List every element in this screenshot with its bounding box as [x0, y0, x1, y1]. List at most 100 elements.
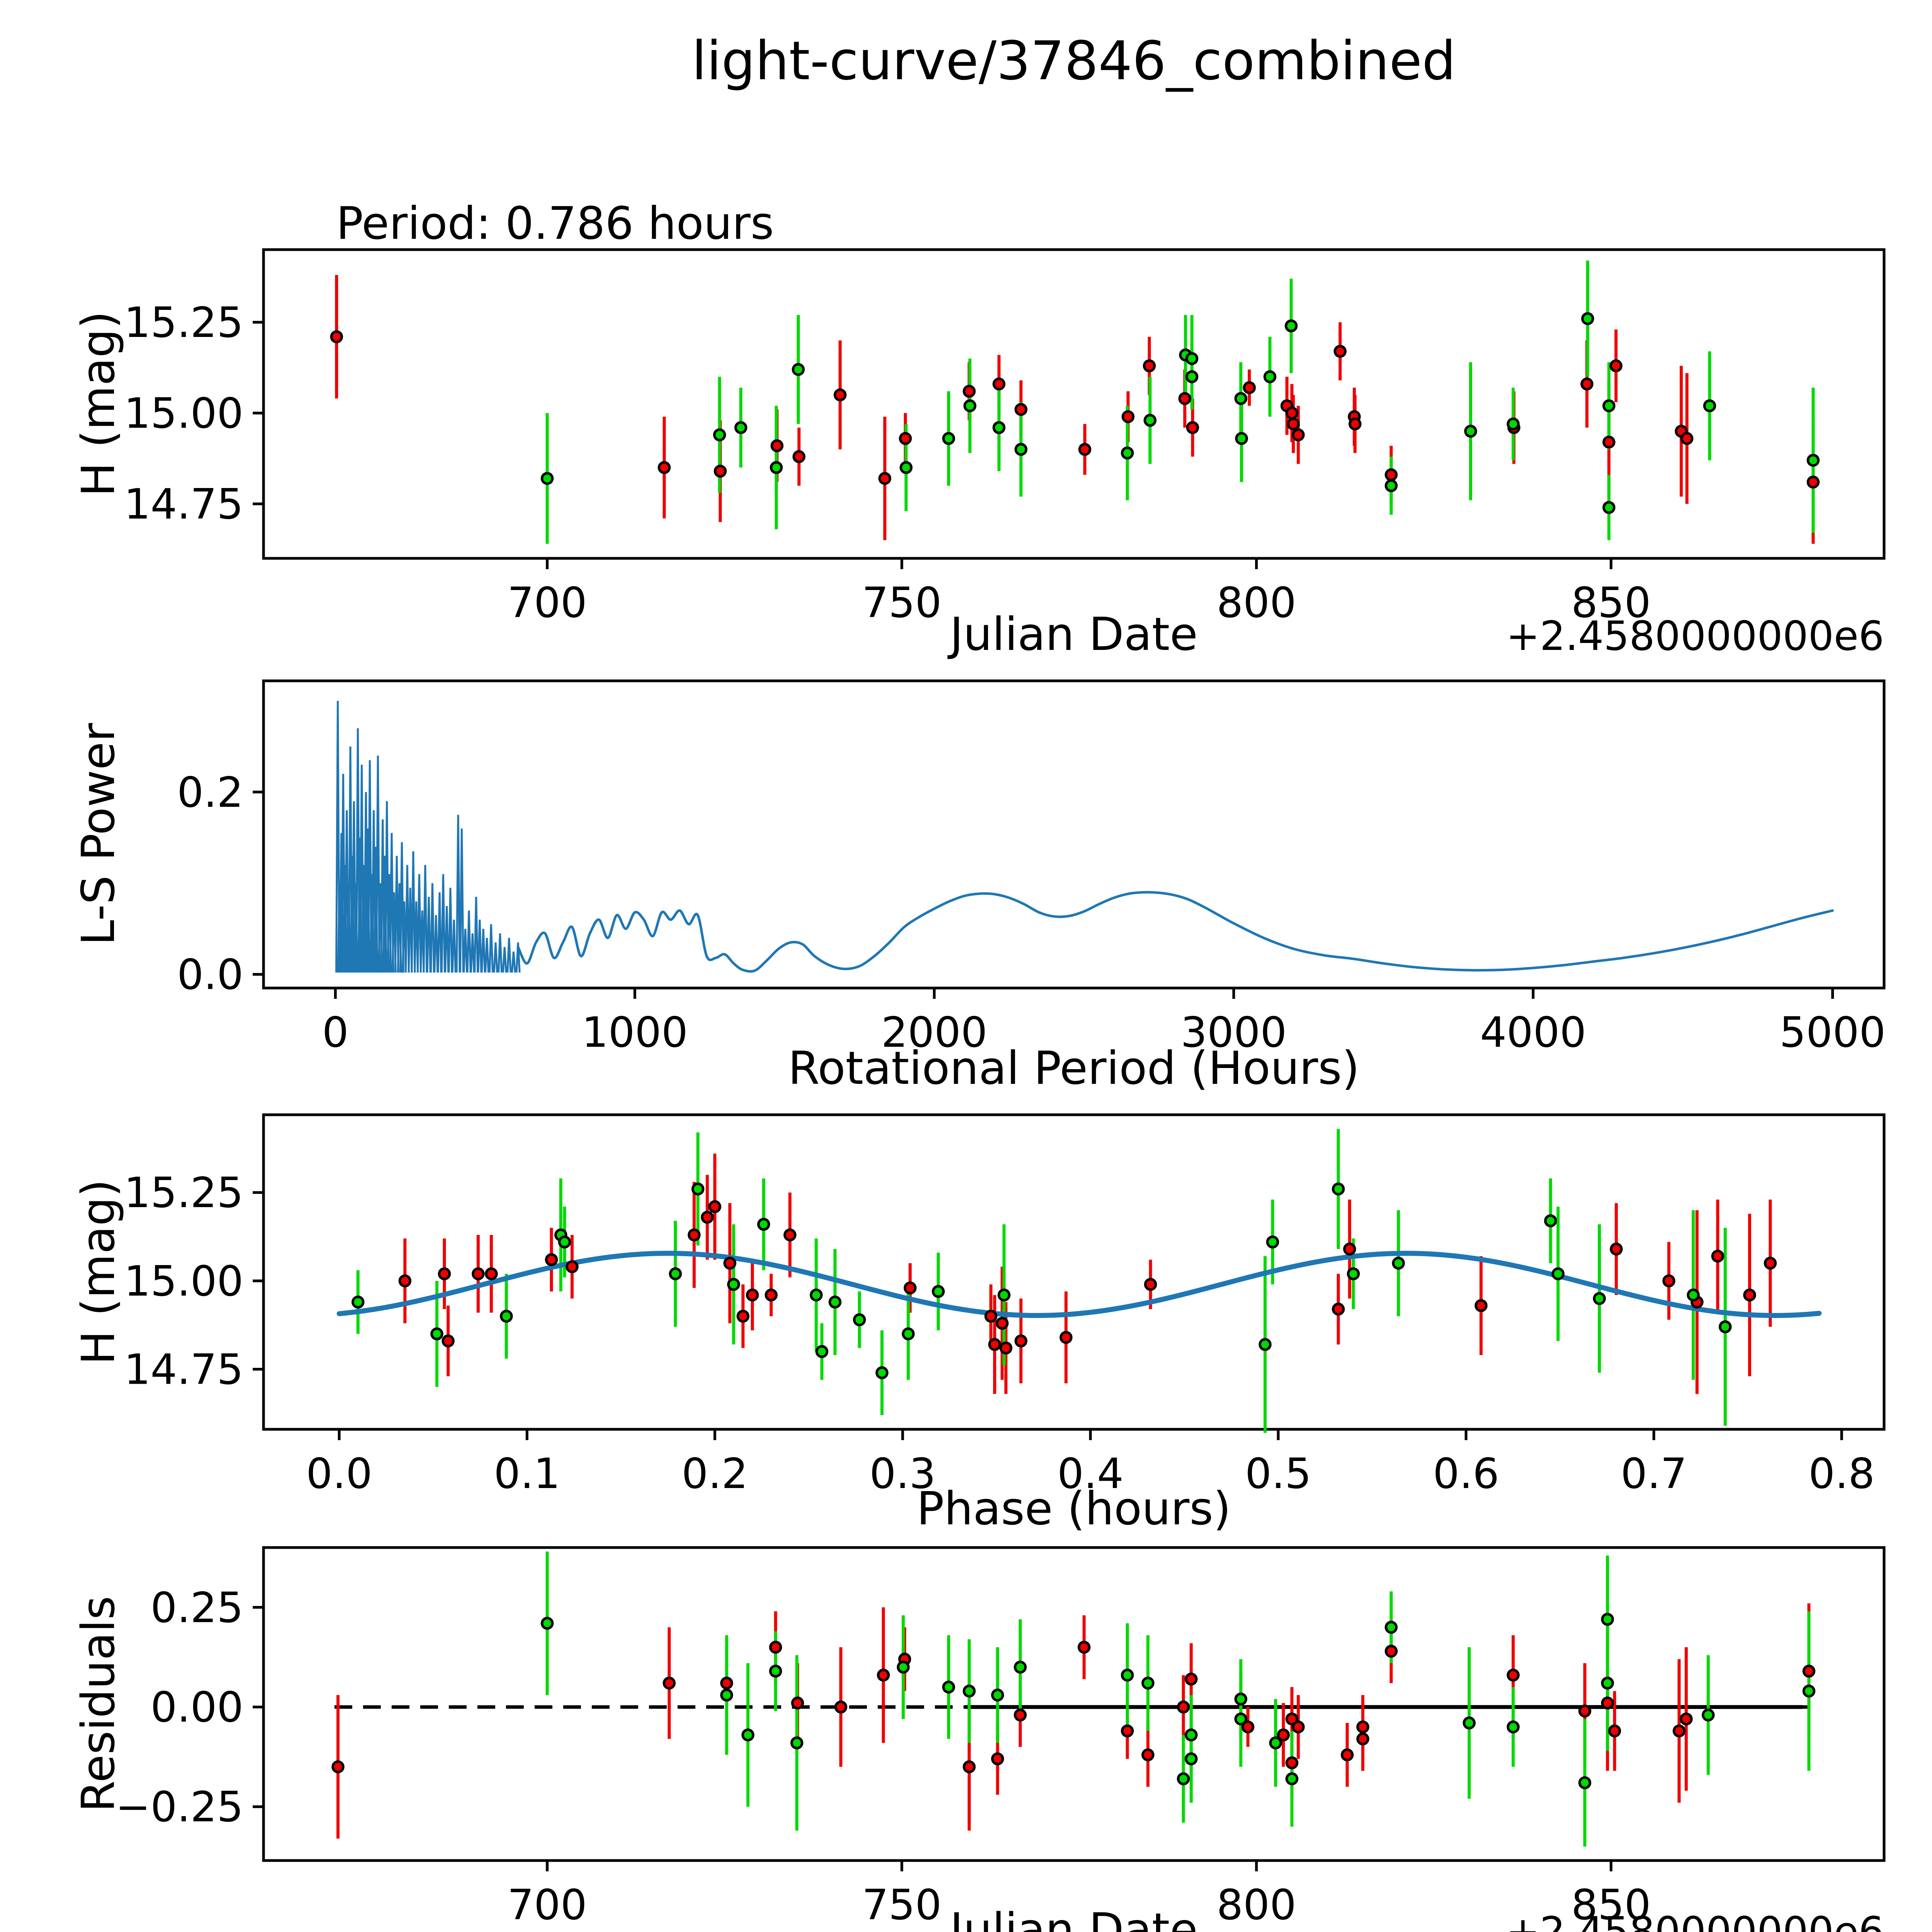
data-point-red — [1014, 1334, 1027, 1348]
data-point-red — [438, 1267, 451, 1281]
data-point-green — [1284, 319, 1298, 333]
data-point-green — [1392, 1257, 1405, 1270]
data-point-green — [1269, 1736, 1282, 1750]
data-point-green — [901, 1327, 915, 1340]
data-point-green — [963, 399, 976, 412]
data-point-red — [442, 1334, 455, 1348]
data-point-red — [1356, 1720, 1369, 1734]
data-point-red — [1608, 1724, 1621, 1738]
data-point-red — [1711, 1250, 1725, 1263]
x-tick-label: 0.8 — [1808, 1450, 1875, 1498]
x-tick-label: 700 — [507, 579, 587, 627]
figure-title: light-curve/37846_combined — [692, 30, 1456, 92]
data-point-green — [1014, 1660, 1027, 1674]
data-point-green — [1234, 1712, 1247, 1726]
x-tick-label: 0.4 — [1057, 1450, 1124, 1498]
data-point-red — [1356, 1732, 1369, 1746]
data-point-green — [1259, 1338, 1272, 1351]
data-point-green — [1602, 501, 1616, 514]
x-tick-label: 0.6 — [1433, 1450, 1499, 1498]
data-point-red — [1609, 359, 1622, 372]
data-point-red — [783, 1228, 797, 1242]
data-point-red — [1806, 475, 1820, 489]
y-tick-label: 15.25 — [124, 1169, 243, 1217]
data-point-green — [1141, 1677, 1155, 1690]
y-tick-label: 0.25 — [151, 1584, 243, 1632]
plot-frame — [262, 679, 1886, 990]
data-point-green — [1347, 1267, 1360, 1281]
y-tick-label: 0.2 — [177, 769, 243, 817]
data-point-red — [1178, 392, 1191, 405]
data-point-red — [723, 1257, 736, 1270]
data-point-red — [992, 378, 1006, 391]
data-point-red — [1144, 1278, 1157, 1291]
data-point-green — [790, 1736, 804, 1750]
x-tick-label: 0.0 — [306, 1450, 372, 1498]
panel2-xlabel: Rotational Period (Hours) — [788, 1041, 1359, 1095]
data-point-red — [1243, 381, 1256, 394]
y-tick-label: 0.00 — [151, 1684, 243, 1732]
data-point-green — [1464, 425, 1477, 438]
data-point-red — [1078, 443, 1092, 456]
data-point-red — [963, 384, 976, 398]
data-point-green — [896, 1660, 910, 1674]
data-point-green — [1143, 414, 1157, 427]
data-point-red — [1475, 1299, 1488, 1312]
data-point-green — [810, 1288, 823, 1302]
data-point-green — [1285, 1772, 1299, 1786]
panel-residuals: 700 750 800 850 −0.25 0.00 0.25 — [116, 1546, 1886, 1929]
data-point-green — [558, 1235, 571, 1249]
panel-phased-lightcurve: 0.0 0.1 0.2 0.3 0.4 0.5 0.6 0.7 0.8 14.75 15.00 15.… — [124, 1113, 1886, 1498]
data-point-red — [1343, 1242, 1356, 1256]
data-point-green — [1384, 1621, 1398, 1634]
x-tick-label: 0.7 — [1621, 1450, 1687, 1498]
data-point-red — [736, 1310, 750, 1323]
x-tick-label: 800 — [1217, 579, 1296, 627]
data-point-red — [1177, 1700, 1190, 1714]
plot-frame — [262, 248, 1886, 560]
panel-periodogram: 0 1000 2000 3000 4000 5000 0.0 0.2 — [177, 679, 1886, 1057]
data-point-green — [500, 1310, 513, 1323]
x-tick-label: 5000 — [1779, 1009, 1886, 1057]
data-point-green — [1719, 1320, 1732, 1333]
data-point-green — [734, 421, 748, 434]
data-point-red — [1333, 345, 1347, 358]
data-point-green — [713, 428, 726, 442]
data-point-red — [1578, 1704, 1592, 1718]
data-point-red — [899, 432, 912, 445]
fit-curve — [337, 1251, 1822, 1318]
data-point-red — [708, 1200, 721, 1213]
data-point-green — [1121, 1668, 1134, 1682]
data-point-green — [1234, 392, 1247, 405]
data-point-red — [1014, 403, 1028, 416]
data-point-green — [991, 1689, 1004, 1702]
data-point-green — [720, 1689, 733, 1702]
data-point-green — [1266, 1235, 1279, 1249]
data-point-red — [1121, 410, 1135, 423]
panel1-ylabel: H (mag) — [71, 311, 125, 497]
y-tick-label: 15.00 — [124, 389, 243, 438]
data-point-red — [984, 1310, 998, 1323]
data-point-red — [714, 464, 727, 478]
data-point-red — [1384, 1645, 1398, 1658]
data-point-red — [1672, 1724, 1686, 1738]
panel4-ylabel: Residuals — [71, 1596, 125, 1812]
data-point-green — [669, 1267, 682, 1281]
y-tick-label: 0.0 — [177, 951, 243, 999]
x-tick-label: 4000 — [1480, 1009, 1586, 1057]
data-point-red — [1601, 1696, 1614, 1710]
data-point-green — [875, 1366, 889, 1379]
data-point-green — [900, 461, 913, 474]
data-point-green — [1185, 352, 1199, 365]
data-point-green — [351, 1295, 365, 1309]
data-point-red — [1014, 1708, 1027, 1722]
data-point-green — [932, 1285, 945, 1298]
panel2-ylabel: L-S Power — [71, 723, 125, 946]
x-tick-label: 850 — [1571, 579, 1651, 627]
data-point-red — [834, 1700, 847, 1714]
data-point-red — [398, 1274, 412, 1287]
data-point-red — [1287, 417, 1300, 430]
data-point-green — [1185, 370, 1199, 383]
data-point-red — [1349, 417, 1362, 430]
data-point-green — [1177, 1772, 1190, 1786]
